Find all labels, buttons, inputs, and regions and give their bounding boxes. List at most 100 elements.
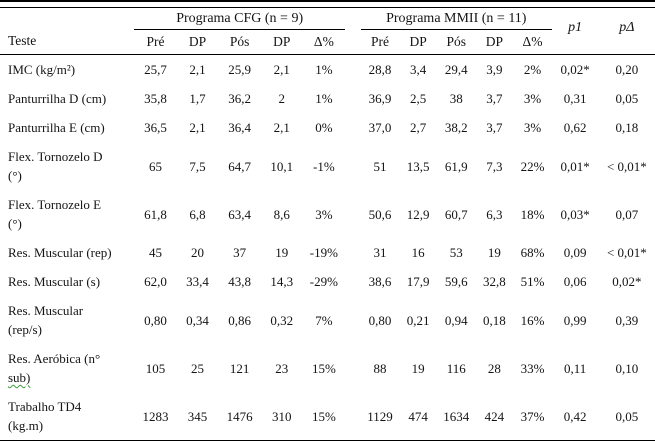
cell-mmii-4: 3% (523, 120, 542, 135)
cell-mmii-1: 13,5 (406, 158, 430, 174)
cell-cfg-3: 8,6 (273, 206, 290, 222)
cell-mmii-4: 3% (523, 91, 542, 106)
cell-mmii-1: 12,9 (406, 206, 430, 222)
group-gap-cell (345, 238, 361, 267)
cell-cfg-3: 2 (278, 91, 286, 106)
cell-pdelta: 0,05 (615, 91, 639, 106)
group-gap-cell (345, 344, 361, 392)
cell-mmii-4: 51% (520, 274, 545, 289)
row-label: IMC (kg/m²) (8, 62, 76, 77)
cell-cfg-3: 310 (260, 392, 303, 441)
cell-pdelta: < 0,01* (606, 245, 647, 260)
cell-cfg-1: 2,1 (189, 62, 206, 77)
cell-cfg-2: 64,7 (228, 158, 252, 174)
cell-mmii-3: 3,9 (486, 62, 503, 77)
row-label: Res. Muscular (s) (8, 274, 101, 289)
table-row: IMC (kg/m²) 25,7 2,1 25,9 2,1 1% 28,8 3,4 29,4 3,… (0, 55, 655, 85)
group-gap-cell (345, 267, 361, 296)
subcol-mmii-delta: Δ% (513, 29, 552, 55)
cell-mmii-4: 22% (520, 158, 545, 174)
results-table: Teste Programa CFG (n = 9) Programa MMII… (0, 8, 655, 441)
cell-mmii-1: 2,7 (410, 120, 427, 135)
cell-mmii-4: 16% (520, 312, 545, 328)
cell-mmii-0: 1129 (361, 392, 400, 441)
cell-cfg-3: 19 (275, 245, 289, 260)
cell-cfg-1: 1,7 (189, 91, 206, 106)
cell-mmii-3: 28 (487, 360, 501, 376)
table-row: Res. Muscular (rep/s) 0,80 0,34 0,86 0,32 7% 0… (0, 296, 655, 344)
cell-mmii-2: 61,9 (444, 158, 468, 174)
table-header: Teste Programa CFG (n = 9) Programa MMII… (0, 8, 655, 55)
cell-cfg-0: 65 (148, 158, 162, 174)
cell-mmii-2: 0,94 (444, 312, 468, 328)
cell-cfg-3: 0,32 (270, 312, 294, 328)
cell-p1: 0,62 (563, 120, 587, 135)
cell-cfg-2: 36,4 (228, 120, 252, 135)
cell-cfg-4: 3% (315, 206, 333, 222)
cell-mmii-2: 53 (449, 245, 463, 260)
cell-cfg-0: 105 (145, 360, 166, 376)
cell-cfg-1: 25 (191, 360, 205, 376)
group-gap-cell (345, 142, 361, 190)
cell-cfg-0: 0,80 (144, 312, 167, 328)
cell-mmii-3: 7,3 (486, 158, 503, 174)
cell-p1: 0,02* (560, 62, 590, 77)
spellcheck-underline: sub) (8, 370, 31, 385)
row-label: Res. Aeróbica (n° sub) (8, 351, 101, 385)
header-subcolumn-row: Pré DP Pós DP Δ% Pré DP Pós DP Δ% (0, 29, 655, 55)
cell-cfg-4: -19% (309, 245, 338, 260)
cell-mmii-1: 17,9 (406, 274, 430, 289)
cell-mmii-0: 88 (373, 360, 387, 376)
group-gap-cell (345, 113, 361, 142)
cell-cfg-2: 63,4 (228, 206, 252, 222)
cell-cfg-3: 2,1 (273, 62, 290, 77)
cell-mmii-2: 38 (449, 91, 463, 106)
cell-cfg-4: -29% (309, 274, 338, 289)
subcol-mmii-dp1: DP (399, 29, 438, 55)
cell-mmii-3: 0,18 (483, 312, 506, 328)
cell-cfg-0: 61,8 (144, 206, 167, 222)
cell-mmii-4: 33% (520, 360, 545, 376)
cell-cfg-2: 121 (229, 360, 250, 376)
cell-mmii-2: 60,7 (444, 206, 468, 222)
cell-pdelta: 0,10 (615, 360, 639, 376)
group-gap-cell (345, 190, 361, 238)
cell-cfg-1: 33,4 (186, 274, 209, 289)
cell-mmii-0: 31 (373, 245, 387, 260)
cell-cfg-0: 1283 (134, 392, 177, 441)
subcol-mmii-pre: Pré (361, 29, 400, 55)
cell-mmii-2: 29,4 (444, 62, 468, 77)
cell-mmii-2: 59,6 (444, 274, 468, 289)
group-gap-cell (345, 55, 361, 85)
column-header-pdelta: pΔ (598, 8, 655, 55)
table-top-double-rule (0, 0, 655, 8)
cell-cfg-0: 35,8 (144, 91, 167, 106)
table-body: IMC (kg/m²) 25,7 2,1 25,9 2,1 1% 28,8 3,4 29,4 3,… (0, 55, 655, 441)
cell-cfg-2: 37 (233, 245, 247, 260)
cell-pdelta: < 0,01* (606, 158, 647, 174)
cell-mmii-0: 36,9 (368, 91, 392, 106)
cell-mmii-1: 2,5 (410, 91, 427, 106)
cell-cfg-1: 7,5 (189, 158, 206, 174)
cell-mmii-2: 38,2 (444, 120, 468, 135)
group-gap-cell (344, 392, 361, 441)
subcol-cfg-delta: Δ% (302, 29, 345, 55)
cell-mmii-0: 51 (373, 158, 387, 174)
cell-mmii-3: 6,3 (486, 206, 503, 222)
cell-cfg-1: 2,1 (189, 120, 206, 135)
column-header-p1: p1 (551, 8, 599, 55)
row-label: Panturrilha E (cm) (8, 120, 105, 135)
column-header-teste: Teste (0, 8, 135, 55)
cell-mmii-0: 0,80 (368, 312, 392, 328)
cell-mmii-1: 474 (399, 392, 438, 441)
subcol-cfg-pos: Pós (218, 29, 261, 55)
cell-mmii-2: 116 (446, 360, 466, 376)
cell-mmii-4: 37% (513, 392, 552, 441)
cell-pdelta: 0,18 (615, 120, 639, 135)
cell-mmii-1: 19 (411, 360, 425, 376)
cell-mmii-0: 50,6 (368, 206, 392, 222)
group-gap-cell (345, 84, 361, 113)
cell-pdelta: 0,05 (598, 392, 655, 441)
subcol-mmii-pos: Pós (437, 29, 476, 55)
row-label: Flex. Tornozelo E (°) (8, 197, 102, 231)
